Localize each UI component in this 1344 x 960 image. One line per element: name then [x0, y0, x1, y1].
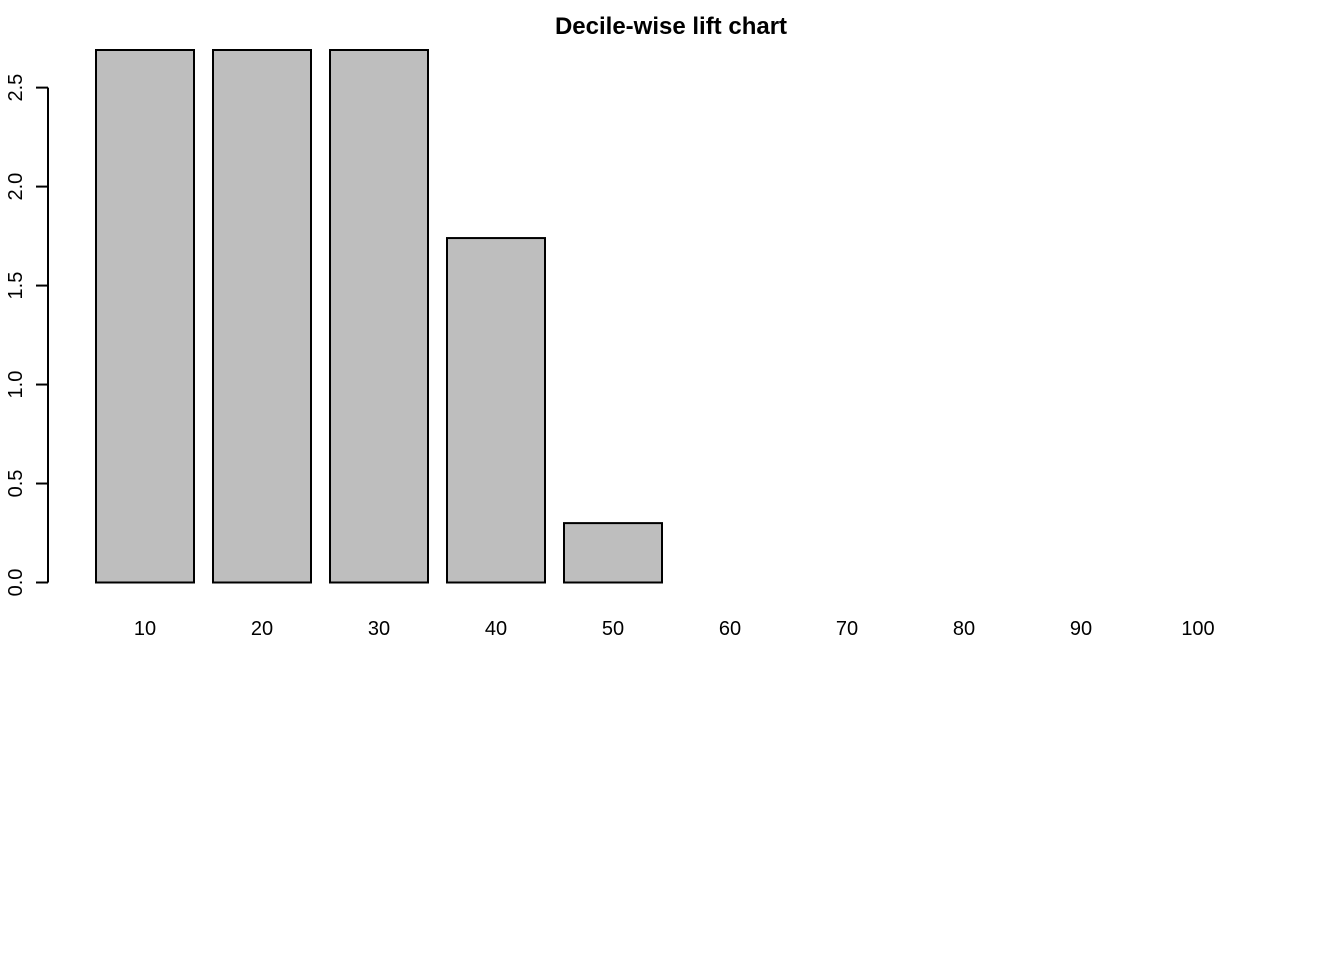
x-tick-label: 100	[1181, 618, 1214, 640]
x-tick-label: 80	[953, 618, 975, 640]
y-tick-label: 0.0	[5, 569, 27, 597]
y-tick-label: 0.5	[5, 470, 27, 498]
x-tick-label: 90	[1070, 618, 1092, 640]
x-tick-label: 10	[134, 618, 156, 640]
bar-40	[446, 237, 546, 584]
x-tick-label: 40	[485, 618, 507, 640]
chart-title: Decile-wise lift chart	[555, 13, 787, 40]
y-tick-label: 1.5	[5, 272, 27, 300]
bar-30	[329, 49, 429, 584]
x-tick-label: 30	[368, 618, 390, 640]
x-axis-labels: 10 20 30 40 50 60 70 80 90 100	[134, 618, 1215, 640]
x-tick-label: 70	[836, 618, 858, 640]
y-axis: 0.0 0.5 1.0 1.5 2.0 2.5	[5, 74, 49, 597]
x-tick-label: 20	[251, 618, 273, 640]
y-tick-label: 1.0	[5, 371, 27, 399]
y-tick-label: 2.5	[5, 74, 27, 102]
bar-50	[563, 522, 663, 584]
x-tick-label: 50	[602, 618, 624, 640]
bar-10	[95, 49, 195, 584]
y-tick-label: 2.0	[5, 173, 27, 201]
bars-group	[95, 49, 663, 584]
x-tick-label: 60	[719, 618, 741, 640]
bar-20	[212, 49, 312, 584]
